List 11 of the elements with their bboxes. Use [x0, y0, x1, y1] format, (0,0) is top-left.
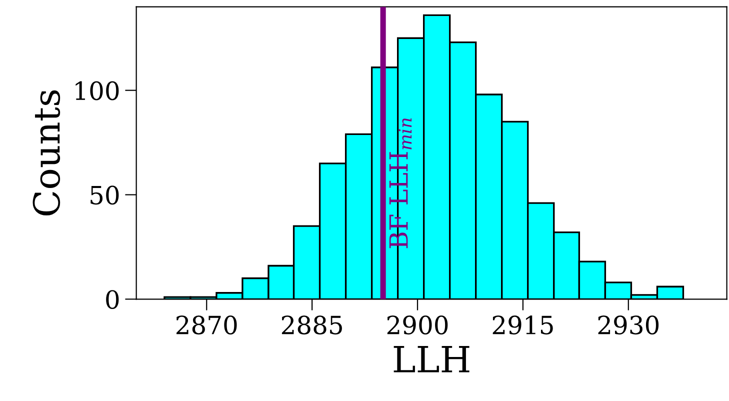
- x-tick-label: 2885: [282, 316, 342, 334]
- x-tick-label: 2870: [176, 316, 237, 334]
- x-tick-label: 2915: [492, 316, 553, 334]
- y-tick-label: 50: [90, 186, 119, 205]
- y-tick-label: 0: [106, 290, 119, 309]
- ref-line-label: BF LLH$_{min}$: [389, 118, 412, 248]
- x-tick-label: 2900: [387, 316, 448, 334]
- y-axis-title: Counts: [32, 90, 60, 216]
- y-tick-label: 100: [76, 81, 119, 100]
- x-tick-label: 2930: [598, 316, 659, 334]
- x-axis-title: LLH: [394, 346, 470, 372]
